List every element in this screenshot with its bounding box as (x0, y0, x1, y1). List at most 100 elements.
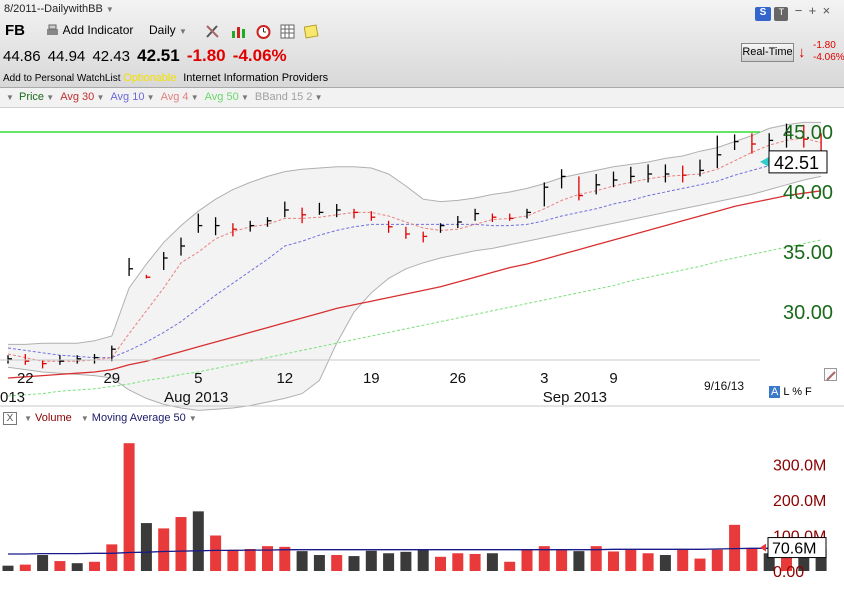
volume-bar[interactable] (54, 561, 66, 571)
price-bar[interactable] (664, 164, 670, 183)
legend-item-bband-15-2[interactable]: BBand 15 2 ▼ (255, 91, 323, 103)
log-scale-toggle[interactable]: L (783, 386, 790, 398)
volume-bar[interactable] (365, 550, 377, 571)
volume-bar[interactable] (331, 555, 343, 571)
chart-canvas[interactable]: 45.00 40.00 35.00 30.00 42.51 22 29 5 12 19 26 3 9 0… (0, 108, 844, 591)
price-bar[interactable] (578, 176, 583, 201)
price-bar[interactable] (785, 123, 791, 148)
price-bar[interactable] (266, 217, 272, 227)
volume-bar[interactable] (573, 551, 585, 571)
volume-bar[interactable] (711, 549, 723, 571)
volume-bar[interactable] (71, 563, 83, 571)
industry-label[interactable]: Internet Information Providers (183, 72, 329, 84)
volume-bar[interactable] (400, 551, 412, 571)
volume-bar[interactable] (37, 555, 49, 571)
price-bar[interactable] (699, 159, 704, 177)
volume-bar[interactable] (348, 556, 360, 571)
percent-scale-toggle[interactable]: % (792, 386, 802, 398)
legend-item-avg-30[interactable]: Avg 30 ▼ (60, 91, 104, 103)
volume-bar[interactable] (313, 555, 325, 571)
volume-bar[interactable] (504, 561, 516, 571)
volume-pane[interactable] (2, 443, 827, 572)
price-bar[interactable] (24, 354, 30, 365)
price-bar[interactable] (318, 202, 324, 215)
price-bar[interactable] (76, 355, 82, 364)
price-bar[interactable] (93, 354, 99, 364)
price-bar[interactable] (128, 258, 134, 276)
volume-bar[interactable] (469, 553, 481, 571)
volume-bar[interactable] (158, 528, 170, 571)
real-time-button[interactable]: Real-Time (741, 43, 794, 62)
volume-bar[interactable] (452, 553, 464, 571)
price-bar[interactable] (733, 134, 739, 150)
price-bar[interactable] (249, 220, 255, 232)
price-bar[interactable] (405, 226, 410, 239)
price-bar[interactable] (560, 169, 566, 189)
price-bar[interactable] (111, 345, 116, 362)
price-bar[interactable] (630, 166, 635, 184)
price-bar[interactable] (491, 213, 497, 222)
volume-bar[interactable] (19, 564, 31, 571)
close-icon[interactable]: × (822, 3, 831, 18)
volume-bar[interactable] (556, 549, 568, 571)
price-pane[interactable] (0, 108, 826, 411)
close-pane-icon[interactable]: X (3, 412, 17, 425)
add-to-watchlist-link[interactable]: Add to Personal WatchList (3, 73, 121, 84)
volume-bar[interactable] (746, 547, 758, 571)
volume-bar[interactable] (781, 546, 792, 571)
price-bar[interactable] (232, 223, 237, 237)
price-bar[interactable] (7, 355, 12, 364)
price-bar[interactable] (612, 171, 618, 188)
chevron-down-icon[interactable]: ▼ (188, 414, 197, 423)
price-bar[interactable] (353, 208, 358, 219)
alarm-clock-icon[interactable] (256, 24, 271, 39)
calendar-grid-icon[interactable] (280, 24, 295, 39)
volume-bar[interactable] (106, 544, 118, 571)
price-bar[interactable] (509, 213, 514, 221)
legend-item-avg-10[interactable]: Avg 10 ▼ (110, 91, 154, 103)
volume-bar[interactable] (625, 549, 637, 571)
price-bar[interactable] (214, 217, 220, 236)
minimize-icon[interactable]: − (794, 3, 803, 18)
volume-bar[interactable] (642, 553, 654, 571)
price-bar[interactable] (716, 135, 722, 168)
volume-bar[interactable] (210, 535, 222, 572)
price-bar[interactable] (457, 216, 462, 228)
price-bar[interactable] (284, 201, 289, 218)
price-bar[interactable] (422, 231, 428, 243)
price-bar[interactable] (682, 165, 687, 183)
period-dropdown[interactable]: Daily ▼ (149, 23, 187, 37)
maximize-icon[interactable]: + (808, 3, 817, 18)
volume-bar[interactable] (815, 548, 827, 571)
add-indicator-button[interactable]: Add Indicator (45, 23, 133, 38)
share-icon[interactable]: S (755, 7, 771, 21)
legend-item-price[interactable]: Price ▼ (19, 91, 54, 103)
volume-bar[interactable] (227, 549, 239, 571)
legend-item-avg-50[interactable]: Avg 50 ▼ (205, 91, 249, 103)
volume-bar[interactable] (417, 549, 429, 571)
price-bar[interactable] (751, 133, 756, 154)
price-bar[interactable] (336, 204, 341, 218)
volume-bar[interactable] (123, 443, 135, 571)
price-bar[interactable] (163, 252, 168, 270)
legend-item-avg-4[interactable]: Avg 4 ▼ (161, 91, 199, 103)
price-bar[interactable] (474, 208, 480, 221)
volume-bar[interactable] (175, 517, 187, 571)
price-bar[interactable] (387, 220, 393, 233)
tv-icon[interactable]: T (774, 7, 789, 21)
volume-bar[interactable] (763, 553, 775, 571)
volume-bar[interactable] (694, 558, 706, 571)
volume-bar[interactable] (729, 524, 741, 571)
volume-bar[interactable] (538, 546, 550, 571)
volume-bar[interactable] (140, 523, 152, 571)
volume-bar[interactable] (590, 546, 602, 571)
volume-ma-legend-label[interactable]: Moving Average 50 (91, 412, 186, 424)
volume-bar[interactable] (798, 549, 810, 571)
auto-scale-toggle[interactable]: A (769, 386, 781, 398)
fit-toggle[interactable]: F (805, 386, 812, 398)
volume-bar[interactable] (677, 549, 689, 571)
price-bar[interactable] (370, 211, 376, 221)
volume-bar[interactable] (486, 553, 498, 571)
price-bar[interactable] (197, 213, 203, 233)
volume-bar[interactable] (521, 549, 533, 571)
